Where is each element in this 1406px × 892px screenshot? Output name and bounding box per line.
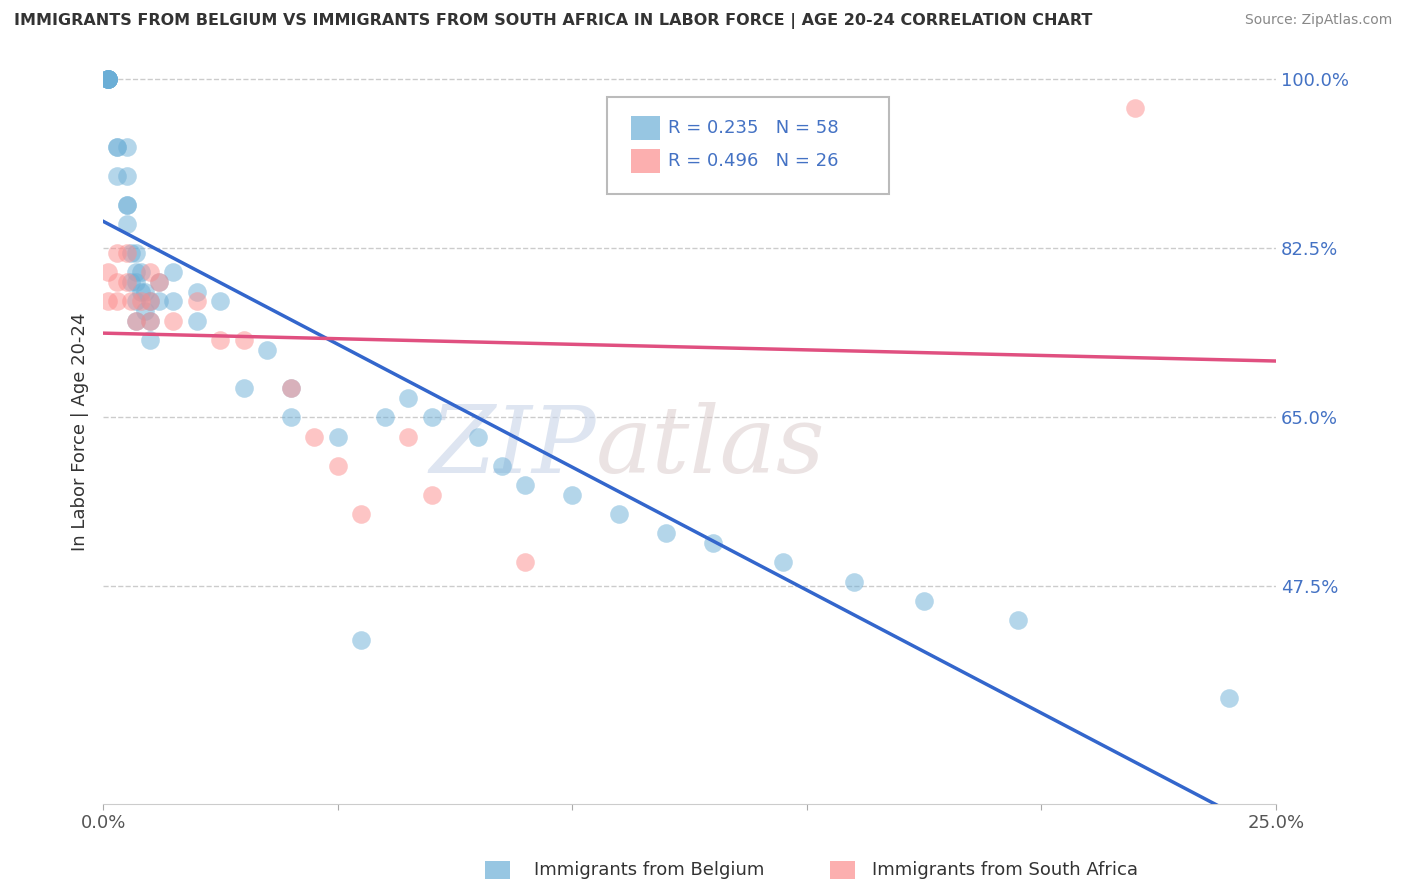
Text: Immigrants from South Africa: Immigrants from South Africa [872,861,1137,879]
Point [148,294,170,309]
Point [97,71,120,86]
Point [97,71,120,86]
Bar [631,149,661,173]
Point [396,429,419,443]
Point [97,71,120,86]
Point [374,410,396,425]
Point [280,410,302,425]
Point [148,275,170,289]
Point [326,458,349,473]
Point [115,197,138,211]
Point [302,429,325,443]
Point [125,246,148,260]
Point [607,507,630,521]
Point [115,217,138,231]
Point [125,265,148,279]
Point [515,478,537,492]
Text: R = 0.235   N = 58: R = 0.235 N = 58 [668,120,839,137]
Point [139,294,162,309]
Point [97,71,120,86]
Point [97,294,120,309]
Point [120,294,142,309]
Point [209,333,232,347]
Point [139,333,162,347]
Text: ZIP: ZIP [429,401,596,491]
Point [97,71,120,86]
Point [186,285,208,299]
Point [162,265,184,279]
Point [655,526,678,541]
Point [139,313,162,327]
Point [162,313,184,327]
Point [1123,101,1146,115]
Point [115,139,138,153]
Point [125,294,148,309]
Point [139,313,162,327]
Point [115,169,138,183]
Point [209,294,232,309]
Point [420,410,443,425]
Point [105,169,128,183]
Point [105,139,128,153]
Point [256,343,278,357]
Point [105,246,128,260]
Point [186,294,208,309]
Point [134,304,156,318]
Point [139,265,162,279]
Point [105,294,128,309]
Point [396,391,419,405]
Point [148,275,170,289]
Point [350,507,373,521]
Point [561,488,583,502]
Point [139,294,162,309]
Point [1218,690,1240,705]
Point [105,139,128,153]
Point [97,265,120,279]
Point [491,458,513,473]
Point [97,71,120,86]
Text: R = 0.496   N = 26: R = 0.496 N = 26 [668,152,839,169]
Y-axis label: In Labor Force | Age 20-24: In Labor Force | Age 20-24 [72,312,89,551]
Point [97,71,120,86]
Point [326,429,349,443]
Point [115,246,138,260]
Point [115,197,138,211]
Point [134,285,156,299]
Point [702,536,724,550]
Point [125,313,148,327]
Point [186,313,208,327]
Point [120,275,142,289]
Point [912,594,935,608]
Point [467,429,489,443]
Point [129,285,152,299]
Point [842,574,865,589]
Point [280,381,302,395]
Point [350,632,373,647]
Point [125,275,148,289]
Point [115,275,138,289]
Point [1007,613,1029,627]
Bar [631,116,661,140]
Point [515,555,537,569]
Point [420,488,443,502]
Text: atlas: atlas [596,401,825,491]
Point [129,294,152,309]
Point [105,275,128,289]
Point [97,71,120,86]
Point [129,265,152,279]
Point [772,555,794,569]
Point [125,313,148,327]
Text: Immigrants from Belgium: Immigrants from Belgium [534,861,765,879]
Point [232,381,254,395]
Point [232,333,254,347]
Text: IMMIGRANTS FROM BELGIUM VS IMMIGRANTS FROM SOUTH AFRICA IN LABOR FORCE | AGE 20-: IMMIGRANTS FROM BELGIUM VS IMMIGRANTS FR… [14,13,1092,29]
Text: Source: ZipAtlas.com: Source: ZipAtlas.com [1244,13,1392,28]
Point [280,381,302,395]
Point [162,294,184,309]
FancyBboxPatch shape [607,97,889,194]
Point [120,246,142,260]
